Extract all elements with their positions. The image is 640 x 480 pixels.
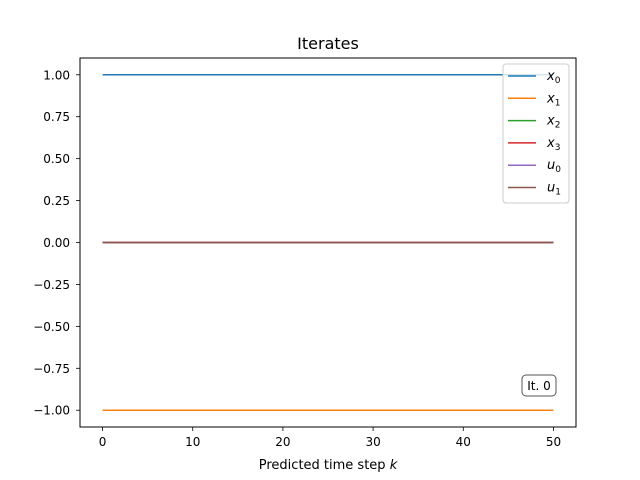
annotation-box bbox=[521, 374, 557, 397]
y-tick-label: −0.25 bbox=[33, 278, 70, 292]
x-tick-label: 40 bbox=[456, 435, 471, 449]
x-tick-label: 30 bbox=[365, 435, 380, 449]
annotation-text: It. 0 bbox=[527, 379, 551, 393]
x-axis-label: Predicted time step k bbox=[259, 458, 398, 473]
y-tick-label: 0.00 bbox=[43, 236, 70, 250]
y-tick-label: 1.00 bbox=[43, 68, 70, 82]
y-tick-label: −0.75 bbox=[33, 362, 70, 376]
y-axis: 1.00 0.75 0.50 0.25 0.00 −0.25 −0.50 −0.75 −1.00 bbox=[33, 68, 80, 418]
x-tick-label: 20 bbox=[275, 435, 290, 449]
x-axis-label-text: Predicted time step bbox=[259, 458, 386, 473]
x-tick-label: 10 bbox=[185, 435, 200, 449]
y-tick-label: 0.75 bbox=[43, 110, 70, 124]
iteration-annotation: It. 0 bbox=[521, 374, 557, 397]
series-lines bbox=[102, 74, 554, 411]
y-tick-label: 0.50 bbox=[43, 152, 70, 166]
y-tick-label: 0.25 bbox=[43, 194, 70, 208]
y-tick-label: −1.00 bbox=[33, 404, 70, 418]
x-tick-label: 50 bbox=[546, 435, 561, 449]
y-tick-label: −0.50 bbox=[33, 320, 70, 334]
chart-title: Iterates bbox=[297, 34, 359, 53]
x-tick-label: 0 bbox=[99, 435, 107, 449]
x-axis: 0 10 20 30 40 50 bbox=[99, 427, 561, 449]
x-axis-label-variable: k bbox=[390, 458, 398, 473]
